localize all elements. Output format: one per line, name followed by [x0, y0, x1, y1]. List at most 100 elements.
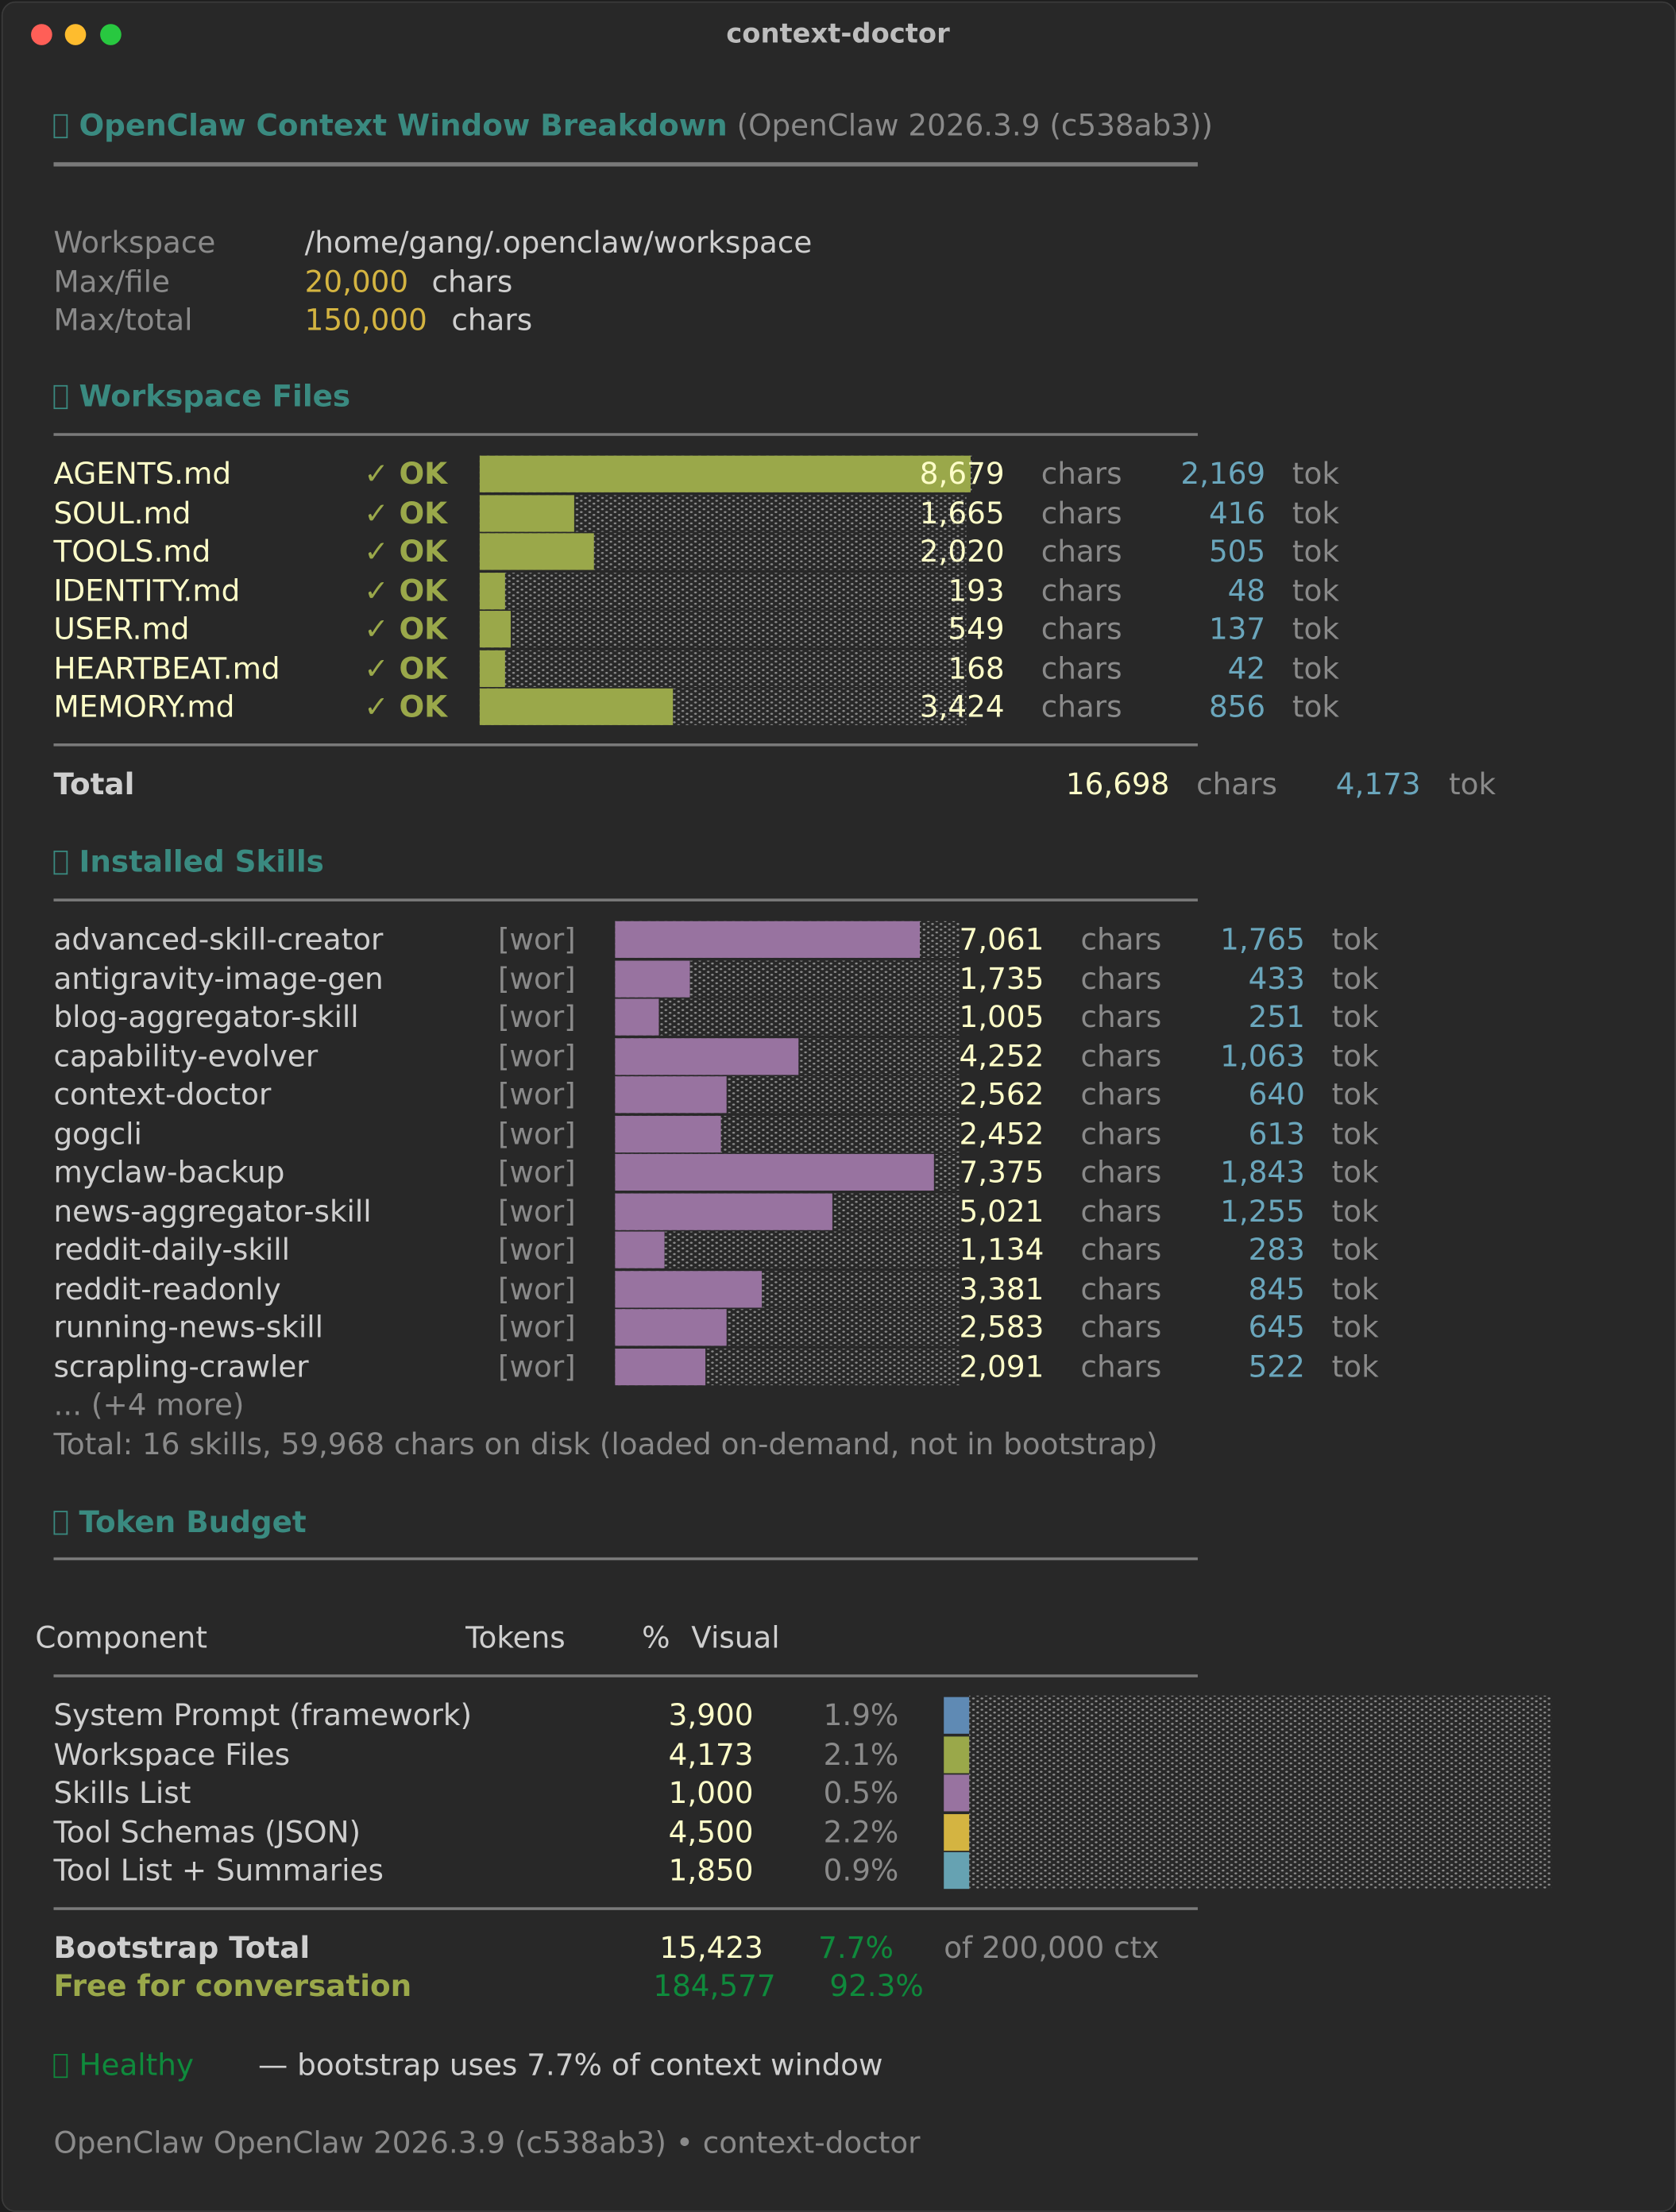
health-status: Healthy [53, 2047, 194, 2083]
file-bar [479, 533, 594, 570]
skill-name: reddit-daily-skill [53, 1233, 291, 1267]
section-title: Workspace Files [79, 379, 351, 414]
skill-name: news-aggregator-skill [53, 1194, 372, 1229]
skill-bar [615, 1270, 763, 1307]
file-tok-unit: tok [1292, 535, 1339, 569]
budget-component: System Prompt (framework) [53, 1698, 473, 1733]
skill-chars: 2,452 [959, 1116, 1045, 1151]
budget-pct: 1.9% [823, 1698, 899, 1733]
skill-chars-unit: chars [1080, 1310, 1162, 1345]
skill-bar [615, 1231, 665, 1268]
budget-tokens: 4,173 [668, 1737, 754, 1771]
file-tok-unit: tok [1292, 573, 1339, 608]
skill-tag: [wor] [497, 1310, 576, 1345]
total-tokens: 4,173 [1335, 767, 1421, 801]
file-status-ok: ✓ OK [364, 650, 448, 685]
skill-name: myclaw-backup [53, 1155, 285, 1190]
file-bar [479, 649, 505, 687]
skill-tokens: 1,063 [1220, 1039, 1305, 1073]
col-tokens: Tokens [465, 1620, 566, 1655]
skill-tok-unit: tok [1331, 1233, 1379, 1267]
skill-chars-unit: chars [1080, 922, 1162, 957]
file-name: HEARTBEAT.md [53, 650, 280, 685]
close-window-button[interactable] [31, 24, 52, 45]
total-chars: 16,698 [1065, 767, 1170, 801]
skill-name: gogcli [53, 1116, 142, 1151]
file-chars-unit: chars [1041, 535, 1122, 569]
budget-bar [944, 1774, 970, 1812]
skill-tok-unit: tok [1331, 1194, 1379, 1229]
skill-tok-unit: tok [1331, 1349, 1379, 1384]
file-chars-unit: chars [1041, 573, 1122, 608]
file-bar-track [479, 572, 967, 609]
skill-tok-unit: tok [1331, 1155, 1379, 1190]
file-tokens: 137 [1208, 612, 1266, 647]
skill-chars: 5,021 [959, 1194, 1045, 1229]
budget-bar [944, 1813, 970, 1851]
file-status-ok: ✓ OK [364, 457, 448, 492]
free-tokens: 184,577 [653, 1969, 776, 2004]
version-text: (OpenClaw 2026.3.9 (c538ab3)) [736, 108, 1213, 143]
skill-tokens: 845 [1248, 1272, 1305, 1306]
skill-chars: 1,005 [959, 1000, 1045, 1034]
config-label: Max/total [53, 303, 193, 338]
skill-bar [615, 1153, 934, 1191]
skill-tokens: 1,255 [1220, 1194, 1305, 1229]
divider [53, 1674, 1198, 1677]
section-workspace-files: Workspace Files [53, 378, 350, 415]
col-visual: Visual [691, 1620, 780, 1655]
footer: OpenClaw OpenClaw 2026.3.9 (c538ab3) • c… [53, 2125, 921, 2160]
skill-tokens: 283 [1248, 1233, 1305, 1267]
skill-tokens: 1,765 [1220, 922, 1305, 957]
skill-chars-unit: chars [1080, 1000, 1162, 1034]
file-chars: 2,020 [919, 535, 1005, 569]
skill-tokens: 640 [1248, 1077, 1305, 1112]
file-name: AGENTS.md [53, 457, 232, 492]
file-bar [479, 455, 971, 492]
config-value: 150,000 [304, 303, 427, 338]
skill-tag: [wor] [497, 1116, 576, 1151]
skill-tag: [wor] [497, 1039, 576, 1073]
file-chars-unit: chars [1041, 457, 1122, 492]
file-chars-unit: chars [1041, 496, 1122, 530]
skill-chars: 1,134 [959, 1233, 1045, 1267]
config-value: 20,000 [304, 264, 409, 299]
skill-tag: [wor] [497, 1194, 576, 1229]
skill-bar [615, 921, 921, 958]
file-status-ok: ✓ OK [364, 689, 448, 724]
skill-name: blog-aggregator-skill [53, 1000, 359, 1034]
coin-icon [53, 1511, 68, 1535]
skill-chars: 2,562 [959, 1077, 1045, 1112]
file-chars-unit: chars [1041, 612, 1122, 647]
skill-bar [615, 959, 690, 997]
window-title: context-doctor [726, 18, 950, 50]
total-tok-unit: tok [1449, 767, 1496, 801]
minimize-window-button[interactable] [64, 24, 87, 45]
skill-chars: 4,252 [959, 1039, 1045, 1073]
budget-component: Tool List + Summaries [53, 1853, 384, 1888]
skill-bar [615, 1076, 727, 1114]
skill-chars-unit: chars [1080, 1233, 1162, 1267]
file-bar-track [479, 649, 967, 687]
budget-tokens: 3,900 [668, 1698, 754, 1733]
maximize-window-button[interactable] [100, 24, 122, 45]
skill-tok-unit: tok [1331, 1310, 1379, 1345]
skill-chars-unit: chars [1080, 1194, 1162, 1229]
skill-tokens: 645 [1248, 1310, 1305, 1345]
file-chars-unit: chars [1041, 689, 1122, 724]
skill-tag: [wor] [497, 1000, 576, 1034]
file-chars: 1,665 [919, 496, 1005, 530]
budget-bar [944, 1852, 970, 1890]
skill-tag: [wor] [497, 961, 576, 996]
total-label: Total [53, 767, 135, 801]
skills-summary: Total: 16 skills, 59,968 chars on disk (… [53, 1427, 1158, 1462]
skill-chars: 1,735 [959, 961, 1045, 996]
file-name: MEMORY.md [53, 689, 235, 724]
file-status-ok: ✓ OK [364, 573, 448, 608]
budget-component: Workspace Files [53, 1737, 291, 1771]
divider [53, 898, 1198, 901]
skill-tok-unit: tok [1331, 922, 1379, 957]
bootstrap-pct: 7.7% [818, 1931, 894, 1966]
skill-name: advanced-skill-creator [53, 922, 384, 957]
